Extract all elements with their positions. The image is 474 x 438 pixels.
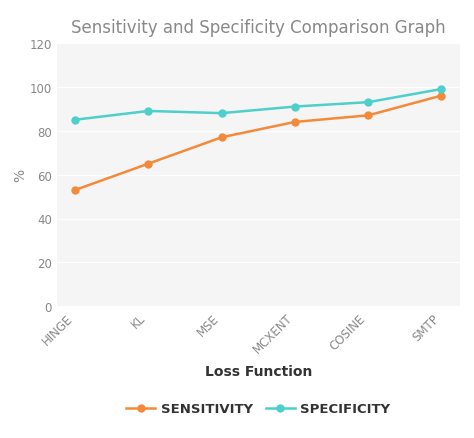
- Line: SENSITIVITY: SENSITIVITY: [72, 93, 445, 194]
- SENSITIVITY: [146, 162, 151, 167]
- Title: Sensitivity and Specificity Comparison Graph: Sensitivity and Specificity Comparison G…: [71, 19, 446, 37]
- SPECIFICITY: [219, 111, 225, 117]
- SPECIFICITY: [73, 118, 78, 123]
- SENSITIVITY: [438, 94, 444, 99]
- SENSITIVITY: [292, 120, 298, 125]
- X-axis label: Loss Function: Loss Function: [205, 364, 312, 378]
- Legend: SENSITIVITY, SPECIFICITY: SENSITIVITY, SPECIFICITY: [121, 397, 396, 421]
- SENSITIVITY: [73, 188, 78, 193]
- SPECIFICITY: [438, 87, 444, 92]
- SPECIFICITY: [292, 105, 298, 110]
- SPECIFICITY: [365, 100, 371, 106]
- Line: SPECIFICITY: SPECIFICITY: [72, 86, 445, 124]
- SPECIFICITY: [146, 109, 151, 114]
- SENSITIVITY: [219, 135, 225, 141]
- SENSITIVITY: [365, 113, 371, 119]
- Y-axis label: %: %: [13, 169, 27, 182]
